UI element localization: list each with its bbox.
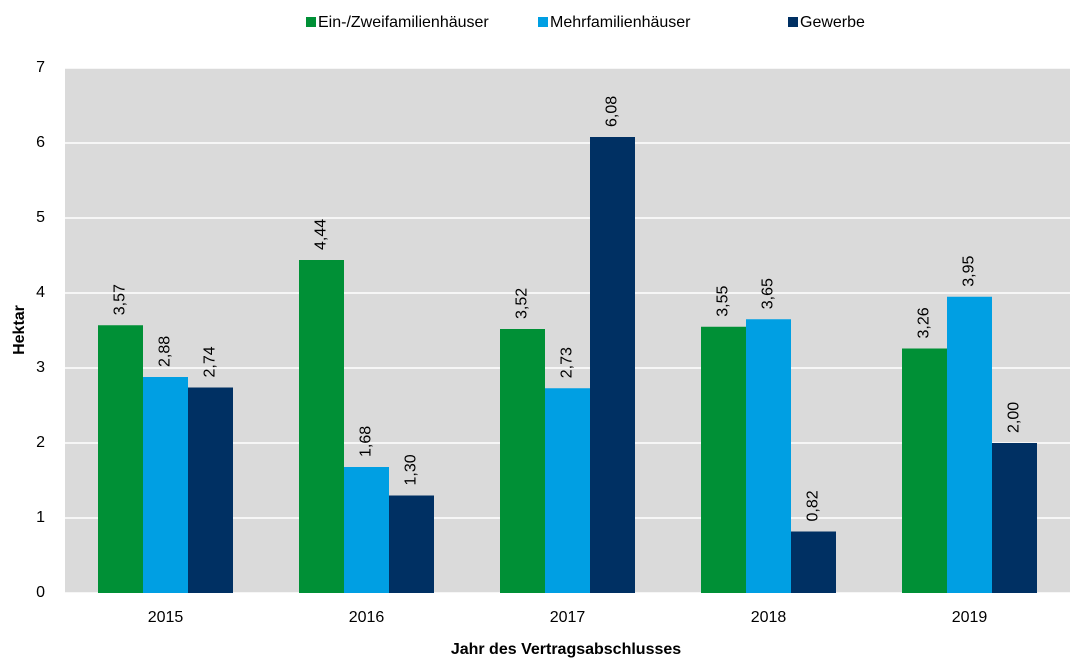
y-tick-label: 6	[36, 134, 45, 151]
x-tick-label: 2016	[349, 609, 385, 626]
bar	[344, 467, 389, 593]
legend-label: Mehrfamilienhäuser	[550, 14, 691, 31]
value-label: 2,74	[202, 346, 219, 377]
bar	[701, 326, 746, 593]
bar	[791, 531, 836, 593]
value-label: 1,30	[403, 454, 420, 485]
y-tick-label: 5	[36, 209, 45, 226]
y-tick-label: 4	[36, 284, 45, 301]
legend-label: Gewerbe	[800, 14, 865, 31]
bar	[947, 296, 992, 593]
bar	[389, 495, 434, 593]
bar	[299, 260, 344, 593]
bar	[545, 388, 590, 593]
bar	[143, 377, 188, 593]
value-label: 3,65	[760, 278, 777, 309]
bar	[98, 325, 143, 593]
y-tick-label: 3	[36, 359, 45, 376]
y-tick-label: 2	[36, 434, 45, 451]
bar	[590, 137, 635, 593]
x-tick-label: 2015	[148, 609, 184, 626]
y-tick-label: 0	[36, 584, 45, 601]
bar	[188, 387, 233, 593]
value-label: 2,73	[559, 347, 576, 378]
y-axis-label: Hektar	[11, 305, 28, 355]
value-label: 3,95	[961, 256, 978, 287]
value-label: 3,52	[514, 288, 531, 319]
value-label: 3,26	[916, 307, 933, 338]
x-tick-label: 2019	[952, 609, 988, 626]
x-tick-label: 2017	[550, 609, 586, 626]
x-tick-label: 2018	[751, 609, 787, 626]
value-label: 1,68	[358, 426, 375, 457]
y-tick-label: 7	[36, 59, 45, 76]
bar	[746, 319, 791, 593]
bar	[902, 348, 947, 593]
value-label: 4,44	[313, 219, 330, 250]
value-label: 6,08	[604, 96, 621, 127]
bar	[992, 443, 1037, 593]
x-axis-label: Jahr des Vertragsabschlusses	[451, 641, 681, 658]
value-label: 3,57	[112, 284, 129, 315]
y-tick-label: 1	[36, 509, 45, 526]
legend-swatch	[788, 17, 798, 27]
bar	[500, 329, 545, 593]
value-label: 2,00	[1006, 402, 1023, 433]
value-label: 0,82	[805, 490, 822, 521]
legend-label: Ein-/Zweifamilienhäuser	[318, 14, 489, 31]
legend-swatch	[306, 17, 316, 27]
value-label: 2,88	[157, 336, 174, 367]
legend-swatch	[538, 17, 548, 27]
value-label: 3,55	[715, 286, 732, 317]
